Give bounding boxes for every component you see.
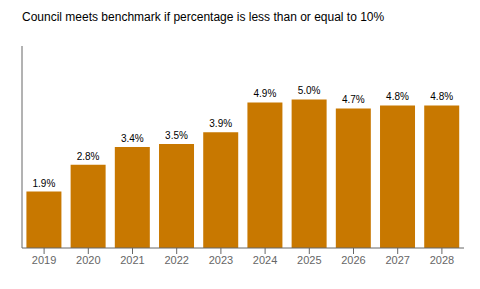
svg-text:3.5%: 3.5% bbox=[165, 130, 188, 141]
svg-text:2023: 2023 bbox=[209, 254, 233, 266]
html-text:Council meets benchmark if per: Council meets benchmark if percentage is… bbox=[22, 10, 385, 24]
svg-text:5.0%: 5.0% bbox=[298, 85, 321, 96]
svg-text:4.7%: 4.7% bbox=[342, 94, 365, 105]
svg-text:2019: 2019 bbox=[32, 254, 56, 266]
svg-text:2028: 2028 bbox=[430, 254, 454, 266]
svg-text:3.9%: 3.9% bbox=[209, 118, 232, 129]
svg-text:2025: 2025 bbox=[297, 254, 321, 266]
svg-text:2021: 2021 bbox=[120, 254, 144, 266]
svg-text:4.9%: 4.9% bbox=[254, 88, 277, 99]
svg-text:1.9%: 1.9% bbox=[33, 178, 56, 189]
svg-text:4.8%: 4.8% bbox=[386, 91, 409, 102]
svg-text:2026: 2026 bbox=[341, 254, 365, 266]
svg-text:4.8%: 4.8% bbox=[430, 91, 453, 102]
svg-text:2027: 2027 bbox=[385, 254, 409, 266]
svg-text:2.8%: 2.8% bbox=[77, 151, 100, 162]
svg-text:3.4%: 3.4% bbox=[121, 133, 144, 144]
svg-text:2024: 2024 bbox=[253, 254, 277, 266]
svg-text:2020: 2020 bbox=[76, 254, 100, 266]
svg-text:2022: 2022 bbox=[164, 254, 188, 266]
